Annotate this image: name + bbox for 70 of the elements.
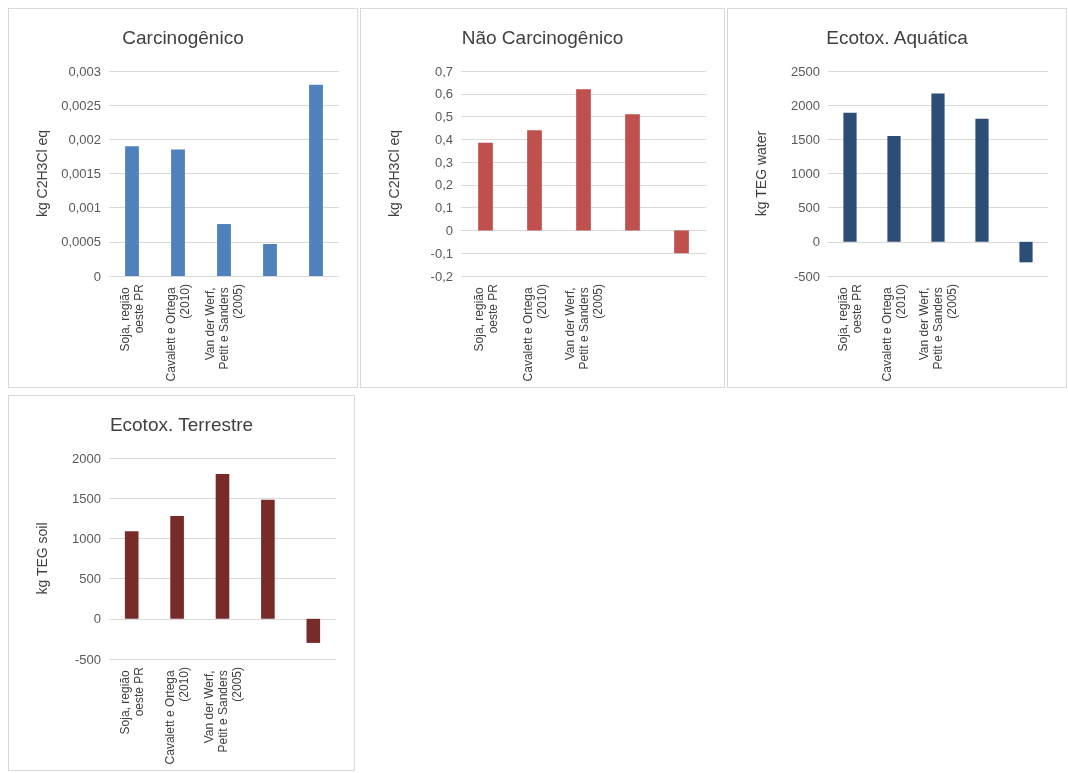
y-tick-label: 2000 xyxy=(72,450,101,466)
bar xyxy=(625,114,640,231)
y-tick-label: -0,2 xyxy=(430,268,453,284)
bar xyxy=(124,531,139,619)
bar xyxy=(1019,241,1033,263)
x-tick-label: Van der Werf, Petit e Sanders (2005) xyxy=(562,284,605,370)
bar xyxy=(217,224,231,276)
y-tick-label: -500 xyxy=(74,651,101,667)
y-tick-label: 0 xyxy=(812,234,820,250)
chart-title: Carcinogênico xyxy=(122,27,244,48)
bar xyxy=(887,135,901,242)
y-tick-label: 0,5 xyxy=(434,109,453,125)
bar xyxy=(263,243,277,276)
y-tick-label: 1500 xyxy=(791,131,820,147)
x-tick-label: Cavalett e Ortega (2010) xyxy=(880,284,908,382)
y-tick-label: -500 xyxy=(793,268,820,284)
bar xyxy=(674,230,689,254)
bar xyxy=(125,146,139,276)
y-tick-label: 0,3 xyxy=(434,154,453,170)
y-tick-label: 1000 xyxy=(72,530,101,546)
y-tick-label: 0,003 xyxy=(68,63,101,79)
y-axis-title: kg C2H3Cl eq xyxy=(34,129,50,218)
bar xyxy=(215,474,230,619)
y-tick-label: 0,7 xyxy=(434,63,453,79)
y-axis-title: kg TEG water xyxy=(753,130,769,217)
bar xyxy=(306,618,321,643)
y-tick-label: 0,0015 xyxy=(61,166,101,181)
y-tick-label: 0,0025 xyxy=(61,97,101,113)
y-tick-label: 0 xyxy=(445,222,453,238)
x-tick-label: Van der Werf, Petit e Sanders (2005) xyxy=(203,284,245,370)
y-tick-label: 2500 xyxy=(791,63,820,79)
bar xyxy=(527,130,542,231)
x-tick-label: Van der Werf, Petit e Sanders (2005) xyxy=(917,284,959,370)
bar xyxy=(478,142,493,231)
y-tick-label: -0,1 xyxy=(430,245,453,261)
chart-title: Não Carcinogênico xyxy=(461,27,624,48)
x-tick-label: Soja, região oeste PR xyxy=(117,666,146,735)
x-tick-label: Soja, região oeste PR xyxy=(836,283,864,352)
bar xyxy=(170,515,184,619)
bar xyxy=(843,112,857,242)
y-tick-label: 500 xyxy=(798,200,820,216)
y-tick-label: 0 xyxy=(93,268,101,284)
y-tick-label: 0,2 xyxy=(434,177,453,193)
y-tick-label: 1500 xyxy=(72,490,101,506)
y-tick-label: 1000 xyxy=(791,166,820,181)
x-tick-label: Soja, região oeste PR xyxy=(471,283,500,352)
bar xyxy=(931,93,945,242)
chart-title: Ecotox. Terrestre xyxy=(109,414,254,435)
bar xyxy=(261,499,275,619)
y-tick-label: 0 xyxy=(93,611,101,627)
bar xyxy=(309,84,323,276)
y-tick-label: 0,002 xyxy=(68,131,101,147)
y-tick-label: 2000 xyxy=(791,97,820,113)
bar xyxy=(576,89,591,231)
y-tick-label: 0,001 xyxy=(68,200,101,216)
y-tick-label: 0,6 xyxy=(434,86,453,102)
bar xyxy=(975,118,989,242)
x-tick-label: Cavalett e Ortega (2010) xyxy=(163,667,192,765)
y-tick-label: 0,4 xyxy=(434,131,453,147)
y-axis-title: kg C2H3Cl eq xyxy=(386,129,402,218)
x-tick-label: Cavalett e Ortega (2010) xyxy=(164,284,192,382)
x-tick-label: Cavalett e Ortega (2010) xyxy=(520,284,549,382)
x-tick-label: Soja, região oeste PR xyxy=(118,283,146,352)
chart-title: Ecotox. Aquática xyxy=(826,27,969,48)
y-tick-label: 0,1 xyxy=(434,200,453,216)
x-tick-label: Van der Werf, Petit e Sanders (2005) xyxy=(201,667,244,753)
bar xyxy=(171,149,185,276)
y-tick-label: 500 xyxy=(79,571,101,587)
y-tick-label: 0,0005 xyxy=(61,234,101,250)
y-axis-title: kg TEG soil xyxy=(34,522,50,595)
